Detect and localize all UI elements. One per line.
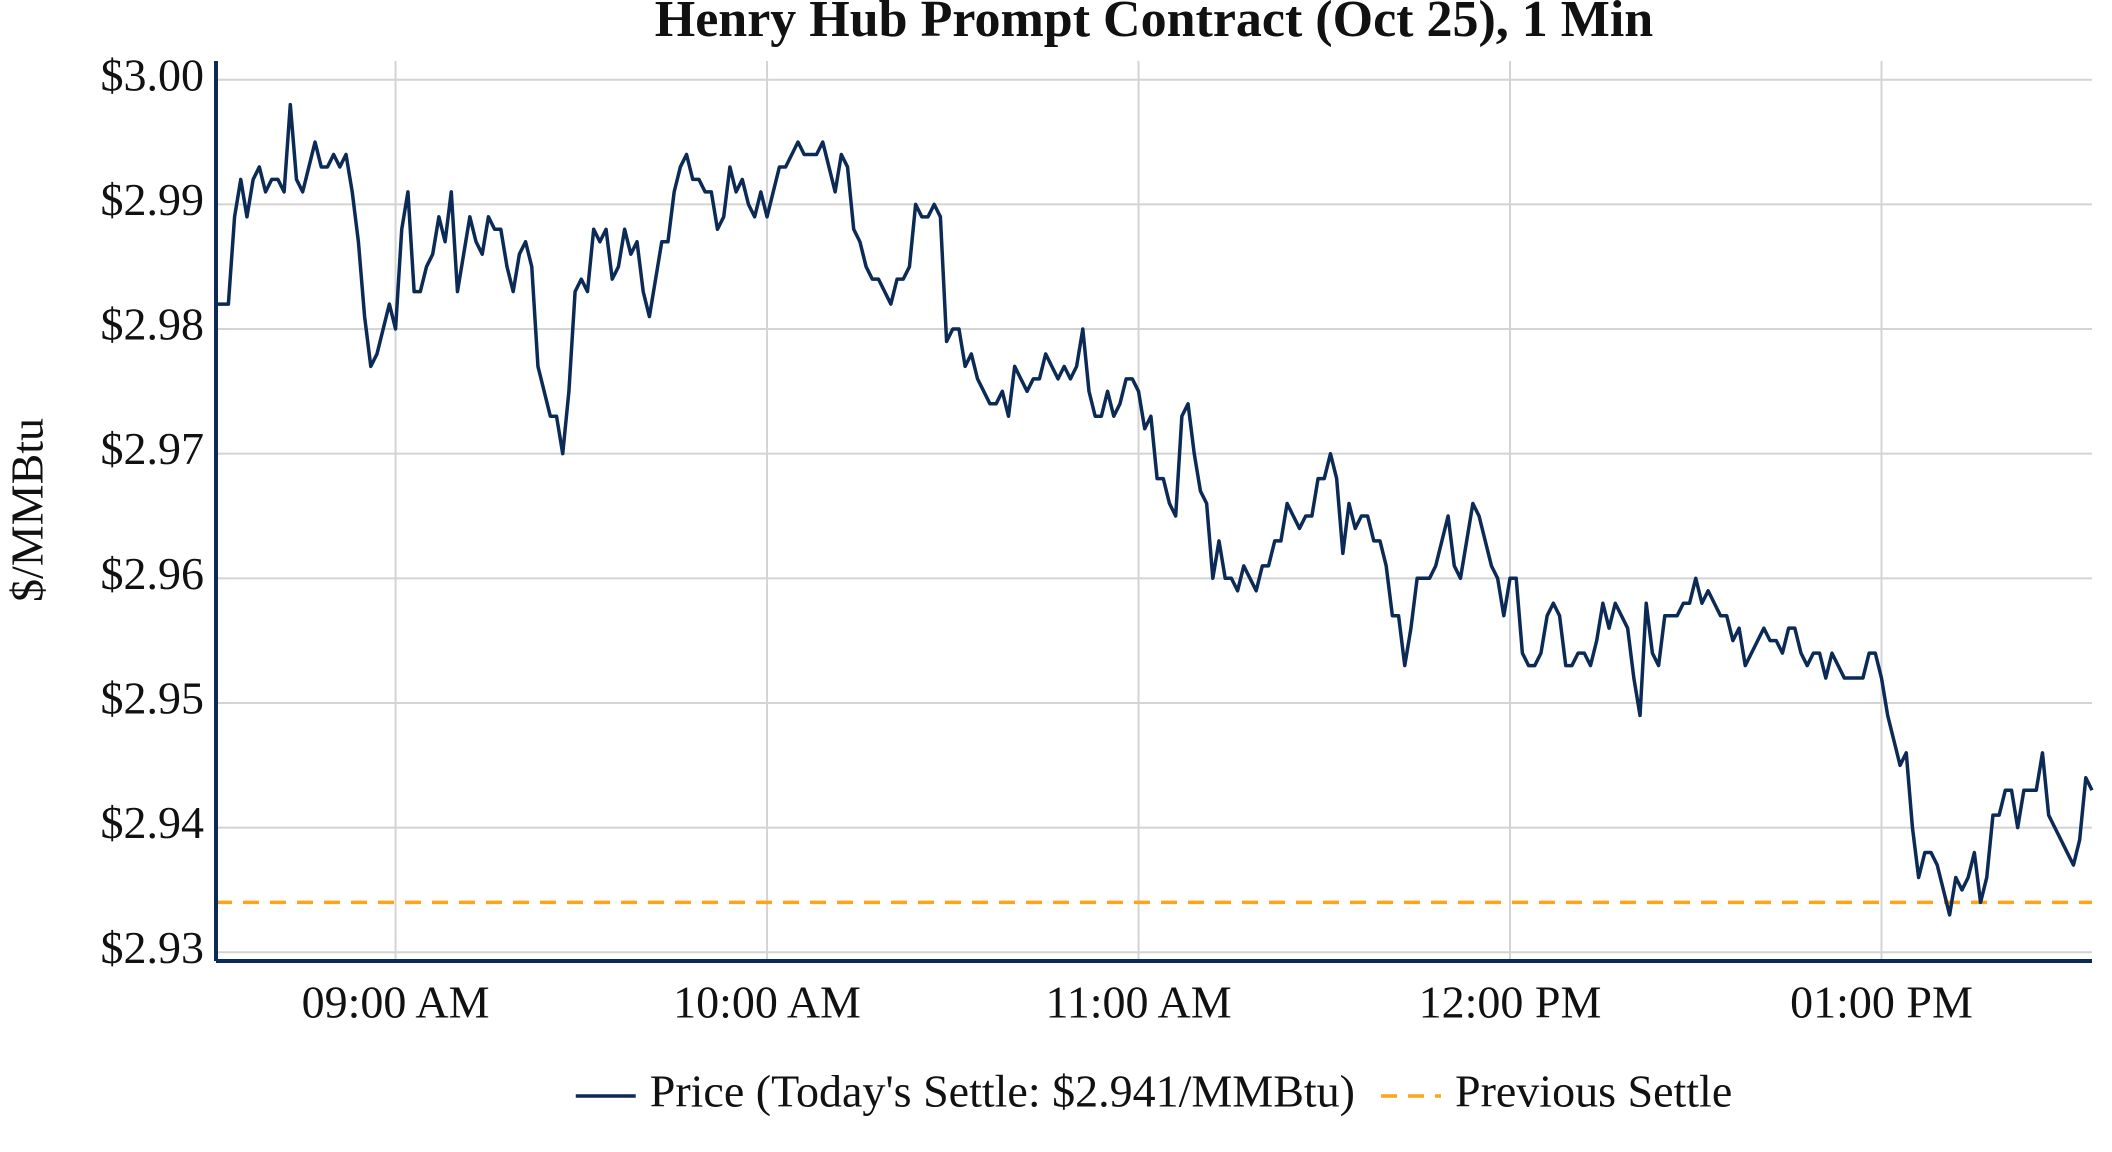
y-tick-label: $2.99: [101, 174, 205, 225]
x-tick-label: 12:00 PM: [1419, 977, 1602, 1028]
y-tick-label: $2.97: [101, 423, 205, 474]
legend-label: Previous Settle: [1455, 1066, 1732, 1117]
y-tick-label: $2.94: [101, 797, 205, 848]
y-tick-label: $2.98: [101, 299, 205, 350]
y-tick-label: $2.96: [101, 548, 205, 599]
y-tick-label: $2.93: [101, 922, 205, 973]
x-tick-label: 01:00 PM: [1790, 977, 1973, 1028]
y-tick-label: $3.00: [101, 49, 205, 100]
x-tick-label: 11:00 AM: [1045, 977, 1231, 1028]
x-tick-label: 10:00 AM: [673, 977, 861, 1028]
y-tick-label: $2.95: [101, 673, 205, 724]
x-tick-label: 09:00 AM: [302, 977, 490, 1028]
y-axis-title: $/MMBtu: [2, 418, 53, 602]
chart-title: Henry Hub Prompt Contract (Oct 25), 1 Mi…: [655, 0, 1654, 48]
legend-label: Price (Today's Settle: $2.941/MMBtu): [650, 1066, 1355, 1117]
price-line: [216, 102, 2094, 917]
